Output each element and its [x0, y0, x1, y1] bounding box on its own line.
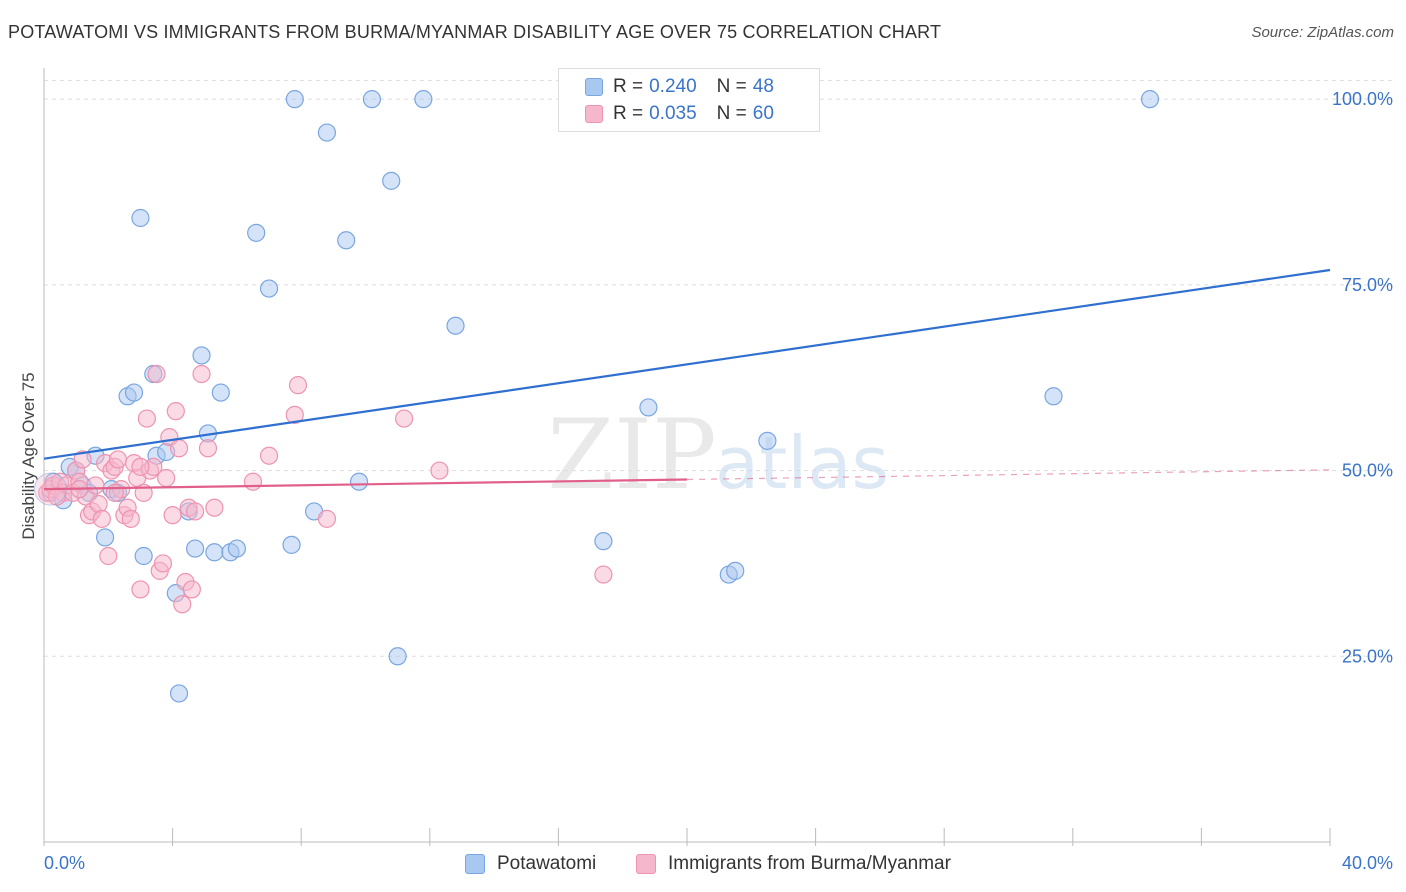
burma-point: [157, 468, 176, 488]
potawatomi-point: [446, 316, 465, 335]
bottom-legend-swatch-blue: [465, 854, 485, 874]
watermark-atlas: atlas: [715, 421, 889, 505]
burma-point: [394, 409, 414, 428]
burma-point: [73, 450, 92, 469]
potawatomi-point: [95, 528, 115, 547]
potawatomi-trend-line: [43, 268, 1331, 460]
potawatomi-point: [205, 543, 224, 562]
bottom-legend-label: Immigrants from Burma/Myanmar: [668, 853, 951, 874]
burma-point: [317, 509, 337, 528]
potawatomi-point: [349, 472, 369, 491]
burma-point: [137, 409, 156, 428]
x-tick-label: 40.0%: [1342, 853, 1393, 873]
gridlines: [44, 80, 1392, 657]
axes: [43, 68, 1331, 846]
y-tick-label: 50.0%: [1342, 461, 1393, 481]
burma-point: [259, 446, 279, 465]
potawatomi-point: [124, 383, 144, 402]
potawatomi-point: [388, 647, 407, 666]
potawatomi-point: [317, 123, 337, 142]
potawatomi-point: [134, 546, 153, 566]
potawatomi-point: [362, 90, 382, 109]
burma-point: [430, 461, 449, 480]
potawatomi-point: [259, 279, 279, 298]
burma-point: [173, 595, 192, 614]
legend-n-value: 48: [752, 76, 774, 97]
burma-point: [121, 509, 140, 528]
bottom-legend-swatch-pink: [636, 854, 656, 874]
burma-point: [92, 509, 111, 528]
burma-point: [288, 376, 308, 395]
burma-point: [108, 450, 128, 469]
source-credit: Source: ZipAtlas.com: [1251, 24, 1394, 41]
burma-point: [131, 457, 150, 476]
y-tick-label: 100.0%: [1332, 89, 1393, 109]
burma-point: [131, 580, 150, 599]
burma-point: [153, 554, 173, 573]
potawatomi-point: [186, 539, 205, 558]
potawatomi-point: [131, 208, 150, 228]
x-tick-label: 0.0%: [44, 853, 85, 873]
potawatomi-point: [337, 231, 356, 250]
burma-point: [182, 580, 201, 599]
chart-title: POTAWATOMI VS IMMIGRANTS FROM BURMA/MYAN…: [8, 22, 942, 42]
legend-r-label: R =: [613, 76, 644, 97]
bottom-legend-potawatomi: Potawatomi: [465, 852, 596, 876]
burma-point: [285, 405, 304, 424]
burma-point: [166, 402, 185, 421]
axis-labels: 25.0% 50.0% 75.0% 100.0% 0.0% 40.0%: [44, 89, 1393, 873]
burma-point: [89, 494, 108, 514]
bottom-legend-label: Potawatomi: [497, 853, 597, 874]
legend-r-value: 0.035: [649, 103, 697, 124]
legend-n-value: 60: [752, 103, 774, 124]
burma-point: [169, 439, 189, 458]
legend-swatch-blue: [585, 78, 603, 96]
burma-point: [243, 472, 263, 491]
y-tick-label: 75.0%: [1342, 275, 1393, 295]
potawatomi-point: [594, 532, 613, 551]
legend-n-label: N =: [716, 103, 747, 124]
legend-r-value: 0.240: [649, 76, 697, 97]
potawatomi-point: [382, 171, 401, 190]
burma-point: [186, 502, 205, 521]
y-tick-label: 25.0%: [1342, 646, 1393, 666]
burma-point: [163, 506, 182, 525]
burma-point: [99, 546, 118, 566]
legend-r-label: R =: [613, 103, 644, 124]
trend-lines: [43, 268, 1331, 491]
potawatomi-point: [285, 90, 304, 109]
legend-row-burma: R = 0.035 N = 60: [585, 102, 774, 126]
watermark-zip: ZIP: [547, 399, 716, 511]
potawatomi-point: [227, 539, 246, 558]
legend-swatch-pink: [585, 105, 603, 123]
burma-point: [147, 364, 166, 384]
y-axis-title: Disability Age Over 75: [19, 372, 38, 539]
potawatomi-point: [282, 535, 301, 554]
potawatomi-point: [192, 346, 211, 365]
potawatomi-point: [414, 90, 433, 109]
potawatomi-point: [169, 684, 189, 703]
potawatomi-point: [1044, 387, 1063, 406]
potawatomi-point: [211, 383, 230, 402]
burma-trend-line: [43, 478, 688, 491]
potawatomi-point: [1140, 90, 1160, 109]
potawatomi-point: [247, 223, 266, 242]
burma-point: [86, 476, 105, 495]
potawatomi-point: [726, 561, 745, 580]
burma-point: [205, 498, 224, 517]
potawatomi-point: [758, 431, 777, 450]
data-points: [33, 90, 1160, 703]
potawatomi-point: [639, 398, 658, 417]
legend-row-potawatomi: R = 0.240 N = 48: [585, 75, 774, 99]
bottom-legend-burma: Immigrants from Burma/Myanmar: [636, 852, 951, 876]
burma-point: [594, 565, 613, 584]
correlation-legend: R = 0.240 N = 48 R = 0.035 N = 60: [558, 68, 820, 132]
burma-point: [192, 364, 211, 384]
legend-n-label: N =: [716, 76, 747, 97]
burma-point: [198, 439, 218, 458]
